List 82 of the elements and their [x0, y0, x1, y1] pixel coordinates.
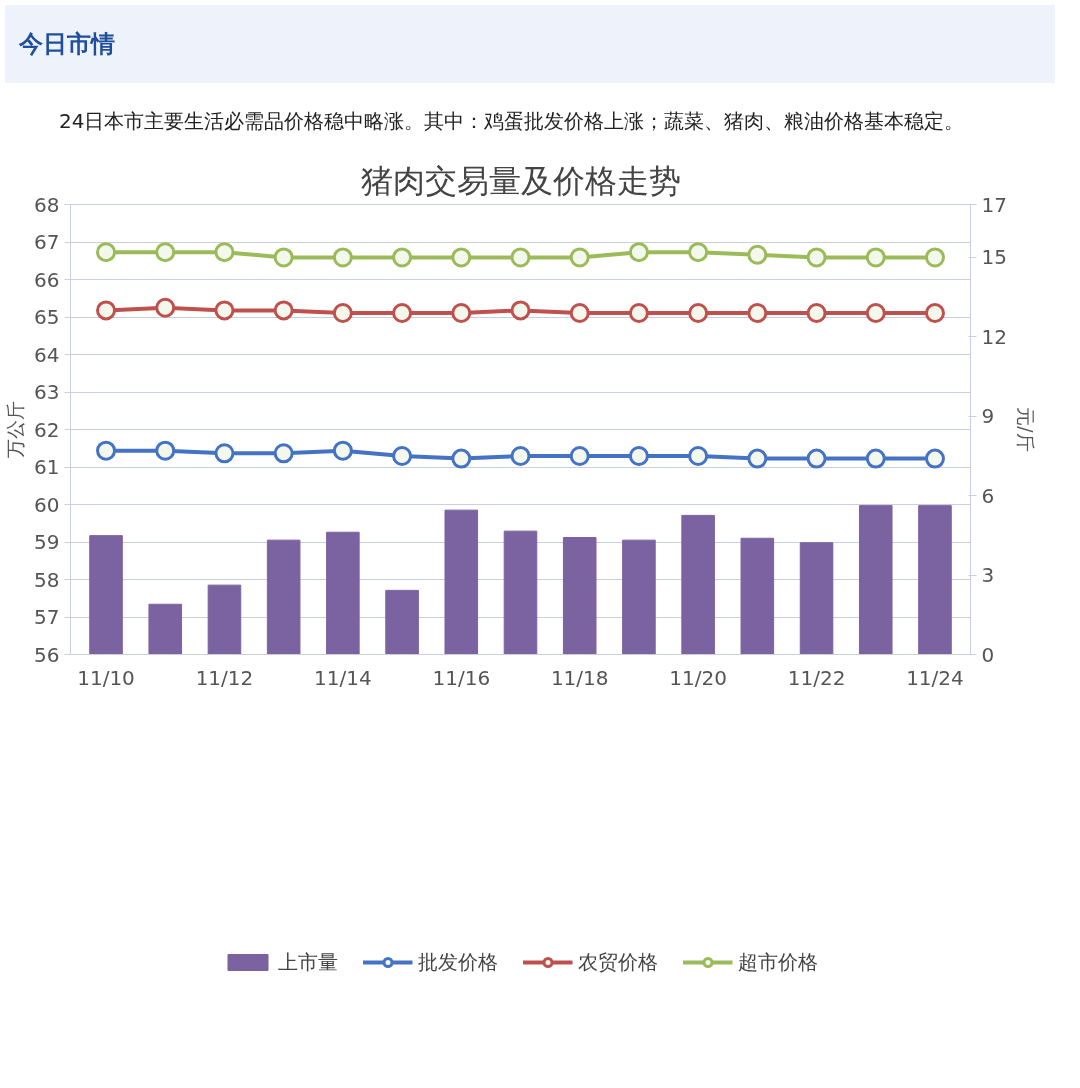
point: [628, 446, 649, 467]
y-tick-label: 56: [34, 642, 60, 667]
point: [569, 446, 590, 467]
point: [510, 247, 531, 268]
legend-label: 超市价格: [737, 948, 818, 976]
y-tick-label: 63: [34, 380, 60, 405]
y2-tick-label: 12: [981, 325, 1007, 350]
point: [392, 446, 413, 467]
y-axis-title: 万公斤: [5, 401, 27, 459]
x-tick-label: 11/16: [432, 665, 491, 690]
y2-tick-label: 17: [981, 192, 1007, 217]
point: [451, 448, 472, 469]
y-tick-label: 58: [34, 567, 60, 592]
text: 今日市情: [19, 29, 115, 60]
y-tick-label: 59: [34, 530, 60, 555]
point: [392, 303, 413, 324]
legend-label: 上市量: [277, 948, 338, 976]
y-tick-label: 61: [34, 455, 60, 480]
point: [747, 448, 768, 469]
point: [628, 303, 649, 324]
point: [155, 242, 176, 263]
y2-tick-label: 15: [981, 245, 1007, 270]
point: [214, 443, 235, 464]
x-tick-label: 11/18: [550, 665, 609, 690]
point: [155, 298, 176, 318]
point: [273, 247, 294, 268]
point: [510, 446, 531, 467]
y2-tick-label: 9: [981, 404, 995, 429]
point: [747, 303, 768, 324]
point: [865, 448, 886, 469]
chart-title: 猪肉交易量及价格走势: [360, 161, 681, 200]
y2-tick-label: 0: [981, 642, 995, 667]
y2-axis-title: 元/斤: [1014, 407, 1036, 452]
point: [510, 300, 531, 321]
y-tick-label: 57: [34, 605, 60, 630]
point: [392, 247, 413, 268]
y-tick-label: 64: [34, 342, 60, 367]
point: [688, 242, 709, 263]
point: [96, 300, 117, 321]
point: [332, 303, 353, 324]
x-tick-label: 11/10: [77, 665, 135, 690]
point: [806, 448, 827, 469]
legend-label: 批发价格: [417, 948, 498, 976]
point: [96, 242, 117, 263]
point: [865, 247, 886, 268]
point: [332, 247, 353, 268]
y-tick-label: 60: [34, 492, 60, 517]
y-tick-label: 65: [34, 305, 60, 330]
point: [806, 303, 827, 324]
y2-tick-label: 6: [981, 483, 995, 508]
point: [688, 446, 709, 467]
point: [214, 300, 235, 321]
y-tick-label: 66: [34, 267, 60, 292]
point: [273, 443, 294, 464]
text: 24日本市主要生活必需品价格稳中略涨。其中：鸡蛋批发价格上涨；蔬菜、猪肉、粮油价格基本稳定。: [59, 108, 965, 136]
point: [924, 303, 945, 324]
x-tick-label: 11/14: [314, 665, 372, 690]
x-tick-label: 11/12: [195, 665, 254, 690]
point: [451, 303, 472, 324]
point: [214, 242, 235, 263]
point: [688, 303, 709, 324]
point: [155, 440, 176, 461]
point: [924, 247, 945, 268]
y-tick-label: 68: [34, 192, 60, 217]
point: [96, 440, 117, 461]
y-tick-label: 67: [34, 230, 60, 255]
y2-tick-label: 3: [981, 563, 995, 588]
x-tick-label: 11/20: [669, 665, 727, 690]
point: [924, 448, 945, 469]
point: [273, 300, 294, 321]
point: [628, 242, 649, 263]
point: [569, 303, 590, 324]
point: [865, 303, 886, 324]
point: [747, 245, 768, 266]
point: [806, 247, 827, 268]
y-tick-label: 62: [34, 417, 60, 442]
point: [451, 247, 472, 268]
x-tick-label: 11/22: [787, 665, 846, 690]
x-tick-label: 11/24: [906, 665, 964, 690]
point: [569, 247, 590, 268]
legend-label: 农贸价格: [577, 948, 658, 976]
point: [332, 440, 353, 461]
